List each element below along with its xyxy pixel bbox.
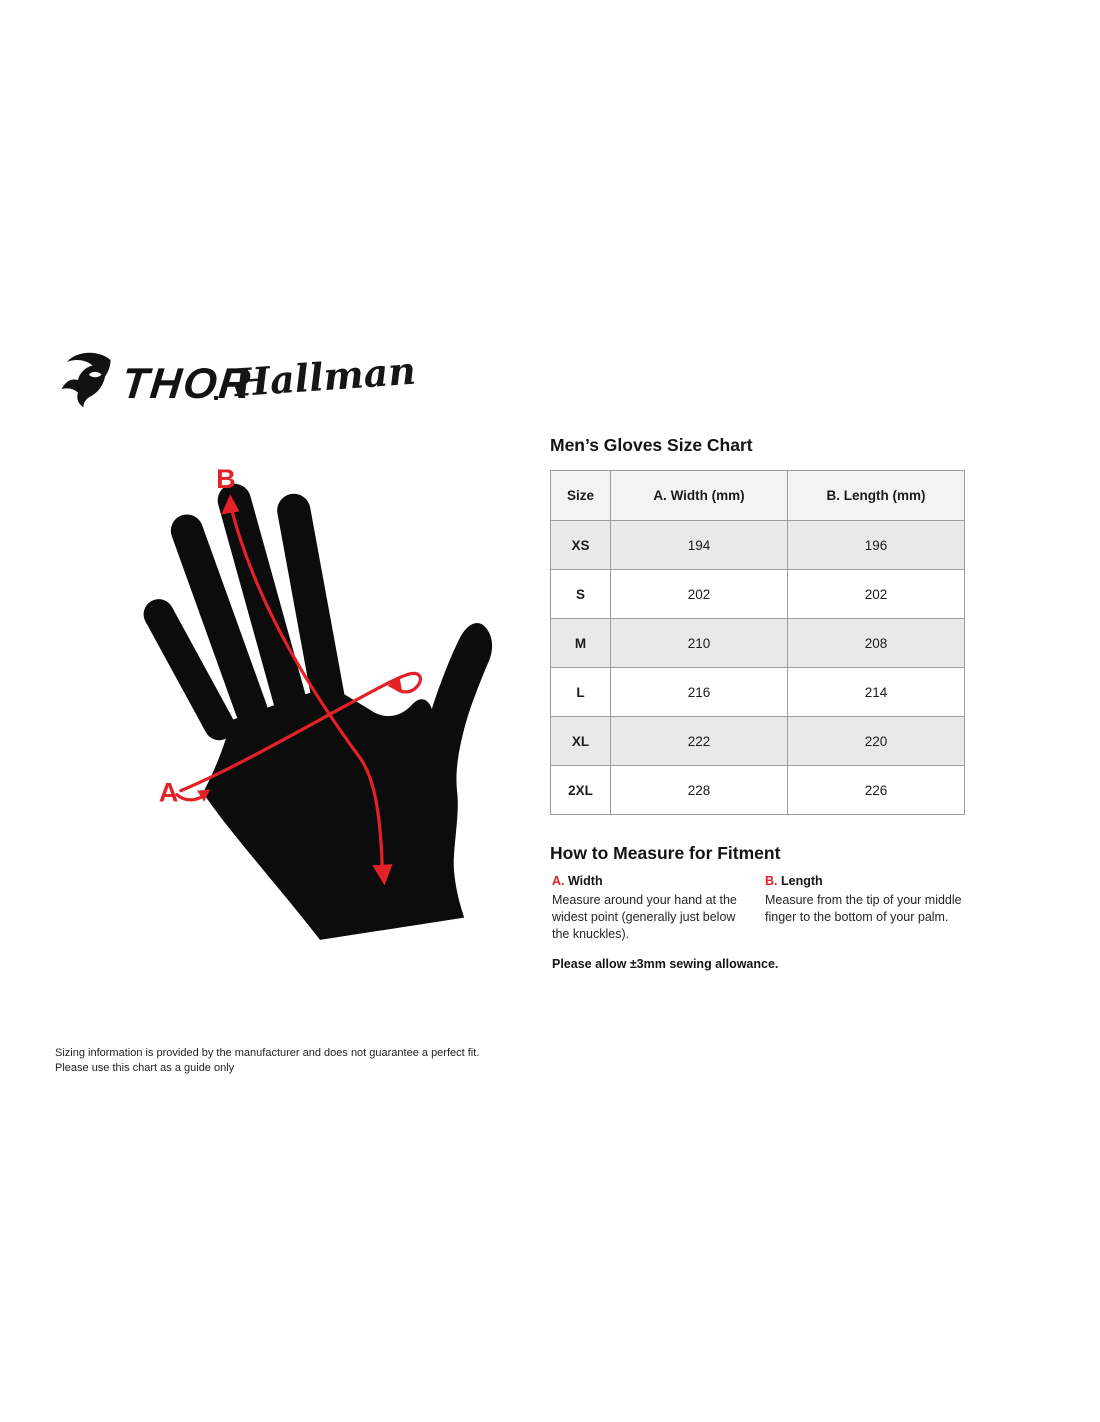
- hand-diagram-svg: B A: [143, 463, 493, 940]
- measure-item-length-text: Measure from the tip of your middle fing…: [765, 893, 962, 924]
- width-cell: 194: [610, 520, 788, 570]
- hand-measurement-diagram: B A: [118, 458, 522, 962]
- measure-name-length: Length: [780, 874, 823, 888]
- measure-item-length-heading: B. Length: [765, 874, 980, 888]
- measure-name-width: Width: [567, 874, 603, 888]
- table-row: 2XL 228 226: [550, 765, 965, 815]
- size-cell: S: [550, 569, 611, 619]
- arrowhead-a-end: [387, 677, 403, 694]
- width-cell: 228: [610, 765, 788, 815]
- how-to-measure-title: How to Measure for Fitment: [550, 843, 781, 863]
- label-b: B: [216, 463, 236, 494]
- hand-fingers: [143, 483, 346, 741]
- sewing-allowance-note: Please allow ±3mm sewing allowance.: [552, 957, 779, 971]
- length-cell: 214: [787, 667, 965, 717]
- width-cell: 210: [610, 618, 788, 668]
- sizing-disclaimer-line1: Sizing information is provided by the ma…: [55, 1047, 480, 1059]
- length-measure-line-b: [229, 506, 385, 878]
- table-header-row: Size A. Width (mm) B. Length (mm): [550, 470, 965, 521]
- sizing-disclaimer: Sizing information is provided by the ma…: [55, 1046, 479, 1077]
- length-cell: 196: [787, 520, 965, 570]
- measure-item-width-text: Measure around your hand at the widest p…: [552, 893, 737, 941]
- size-chart-title: Men’s Gloves Size Chart: [550, 435, 753, 455]
- arrowhead-b-top: [221, 494, 240, 515]
- size-cell: M: [550, 618, 611, 668]
- measure-item-length: B. Length Measure from the tip of your m…: [765, 874, 980, 926]
- table-row: S 202 202: [550, 569, 965, 619]
- length-cell: 226: [787, 765, 965, 815]
- col-header-length: B. Length (mm): [787, 470, 965, 521]
- length-cell: 220: [787, 716, 965, 766]
- hallman-wordmark: Hallman: [232, 347, 418, 406]
- width-cell: 216: [610, 667, 788, 717]
- measure-prefix-a: A.: [552, 874, 565, 888]
- size-chart-table: Size A. Width (mm) B. Length (mm) XS 194…: [550, 470, 965, 815]
- length-cell: 202: [787, 569, 965, 619]
- table-row: XS 194 196: [550, 520, 965, 570]
- table-row: M 210 208: [550, 618, 965, 668]
- size-cell: XL: [550, 716, 611, 766]
- table-row: XL 222 220: [550, 716, 965, 766]
- hand-silhouette: [203, 622, 493, 940]
- length-cell: 208: [787, 618, 965, 668]
- width-measure-line-a: [179, 671, 422, 793]
- table-row: L 216 214: [550, 667, 965, 717]
- size-cell: L: [550, 667, 611, 717]
- col-header-size: Size: [550, 470, 611, 521]
- arrowhead-b-bottom: [372, 864, 393, 886]
- measure-item-width: A. Width Measure around your hand at the…: [552, 874, 754, 943]
- measure-prefix-b: B.: [765, 874, 778, 888]
- label-a: A: [159, 777, 179, 808]
- col-header-width: A. Width (mm): [610, 470, 788, 521]
- arrowhead-a-start: [197, 789, 211, 802]
- sizing-disclaimer-line2: Please use this chart as a guide only: [55, 1062, 235, 1075]
- measure-item-width-heading: A. Width: [552, 874, 754, 888]
- thor-trademark-dot: [214, 396, 218, 400]
- width-cell: 222: [610, 716, 788, 766]
- size-cell: 2XL: [550, 765, 611, 815]
- thor-goat-icon: [61, 352, 111, 408]
- width-cell: 202: [610, 569, 788, 619]
- size-cell: XS: [550, 520, 611, 570]
